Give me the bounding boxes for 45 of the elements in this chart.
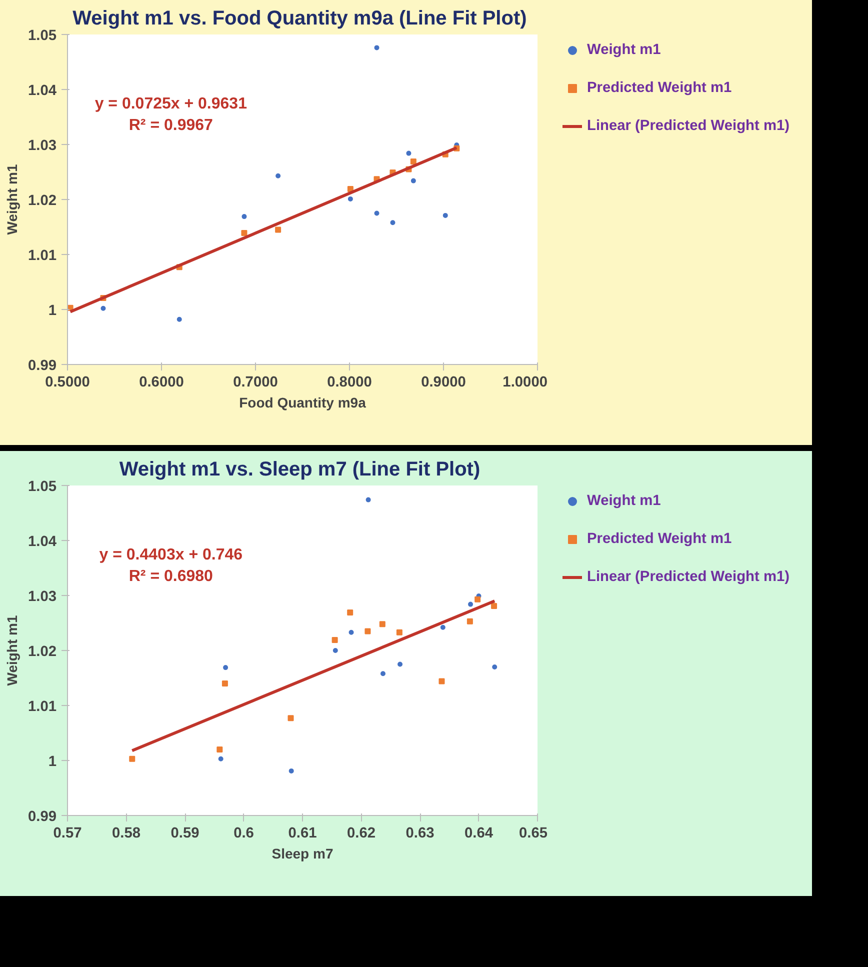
y-tick-label: 1.01 — [28, 248, 57, 264]
y-tick-label: 1.03 — [28, 138, 57, 154]
x-tick-label: 0.6 — [234, 826, 254, 842]
x-tick-label: 0.65 — [518, 826, 548, 842]
y-tick-label: 1.01 — [28, 699, 57, 715]
x-tick-label: 0.5000 — [45, 374, 90, 390]
chart-title: Weight m1 vs. Food Quantity m9a (Line Fit Plot) — [72, 8, 527, 30]
y-tick-label: 1.03 — [28, 589, 57, 605]
x-tick-label: 0.58 — [112, 826, 141, 842]
x-tick-label: 0.62 — [346, 826, 376, 842]
legend-label: Predicted Weight m1 — [587, 531, 732, 547]
annotation: R² = 0.6980 — [128, 568, 214, 585]
x-tick-label: 0.57 — [53, 826, 82, 842]
y-tick-label: 0.99 — [28, 358, 57, 374]
y-tick-label: 1.02 — [28, 644, 57, 660]
x-axis-title: Sleep m7 — [272, 846, 334, 862]
legend-label: Predicted Weight m1 — [587, 80, 732, 96]
y-axis-title: Weight m1 — [4, 164, 20, 235]
annotation: y = 0.4403x + 0.746 — [99, 546, 243, 564]
legend-label: Weight m1 — [587, 42, 661, 58]
y-tick-label: 1.04 — [28, 534, 58, 550]
x-tick-label: 0.6000 — [139, 374, 184, 390]
x-tick-label: 0.61 — [288, 826, 317, 842]
y-tick-label: 1.05 — [28, 479, 57, 495]
x-tick-label: 0.8000 — [327, 374, 372, 390]
x-tick-label: 0.7000 — [233, 374, 278, 390]
y-tick-label: 1.05 — [28, 28, 57, 44]
annotation: y = 0.0725x + 0.9631 — [94, 95, 248, 112]
y-axis-title: Weight m1 — [4, 615, 20, 686]
y-tick-label: 1.02 — [28, 193, 57, 209]
x-tick-label: 0.63 — [406, 826, 434, 842]
y-tick-label: 0.99 — [28, 809, 57, 825]
legend-label: Linear (Predicted Weight m1) — [587, 118, 790, 134]
x-tick-label: 1.0000 — [502, 374, 548, 390]
y-tick-label: 1 — [48, 754, 57, 770]
annotation: R² = 0.9967 — [128, 116, 214, 134]
x-tick-label: 0.59 — [170, 826, 200, 842]
legend-label: Weight m1 — [587, 493, 661, 509]
legend-label: Linear (Predicted Weight m1) — [587, 569, 790, 585]
x-tick-label: 0.64 — [464, 826, 494, 842]
y-tick-label: 1 — [48, 303, 57, 319]
y-tick-label: 1.04 — [28, 83, 58, 99]
x-axis-title: Food Quantity m9a — [239, 394, 366, 410]
chart-title: Weight m1 vs. Sleep m7 (Line Fit Plot) — [119, 458, 480, 480]
x-tick-label: 0.9000 — [421, 374, 466, 390]
